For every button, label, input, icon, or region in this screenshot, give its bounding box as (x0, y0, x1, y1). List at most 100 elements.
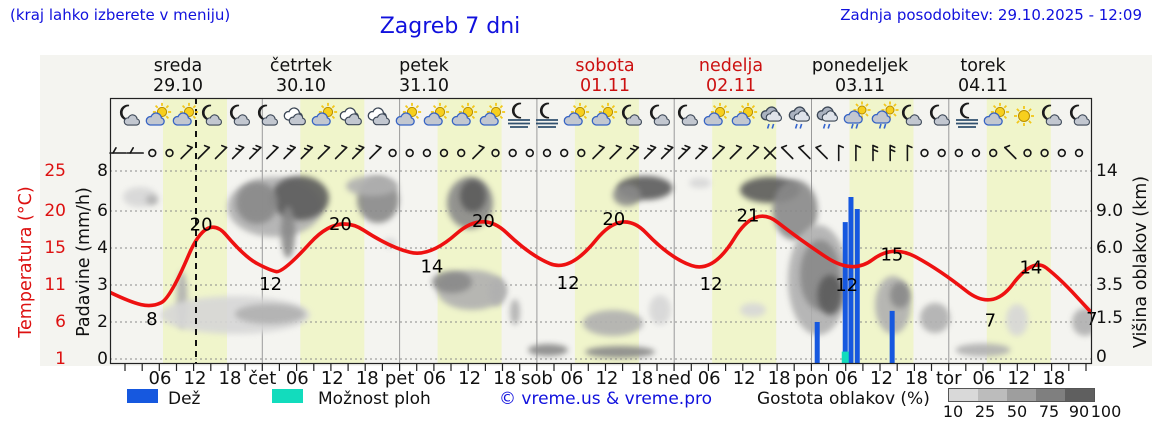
cloud-blob (585, 346, 655, 358)
cover-tick-label: 100 (1090, 402, 1122, 421)
cloud-blob (955, 343, 1011, 357)
weather-icon-sun-rain (843, 101, 871, 129)
day-header-četrtek: četrtek 30.10 (269, 56, 333, 96)
time-tick-12: 12 (1007, 368, 1031, 389)
menu-hint: (kraj lahko izberete v meniju) (10, 6, 231, 24)
cloud-blob (235, 304, 305, 324)
temperature-label: 20 (329, 214, 352, 235)
rain-legend-label: Dež (168, 389, 201, 409)
cloud-blob (649, 295, 671, 325)
rain-bar (889, 310, 895, 364)
cloud-blob (281, 206, 295, 258)
wind-barb (920, 148, 929, 158)
wind-barb (1003, 144, 1017, 160)
temp-tick: 15 (44, 238, 66, 258)
weather-icon-rain-cloud (788, 106, 810, 129)
cloud-blob (236, 182, 278, 224)
temperature-curve (110, 214, 1092, 315)
day-date: 03.11 (834, 76, 886, 96)
cloud-blob (510, 299, 520, 325)
time-tick-18: 18 (493, 368, 517, 389)
cover-tick-label: 75 (1038, 402, 1060, 421)
wind-barb (300, 144, 314, 160)
day-abbr-tick: pet (384, 368, 415, 389)
day-header-ponedeljek: ponedeljek 03.11 (811, 56, 909, 96)
time-tick-06: 06 (285, 368, 309, 389)
day-header-sreda: sreda 29.10 (152, 56, 204, 96)
cloud-blob (1072, 308, 1092, 336)
weather-icon-sun-rain (871, 101, 899, 129)
cover-tick-label: 25 (974, 402, 996, 421)
cloud-blob (817, 275, 843, 315)
wind-barb (542, 148, 552, 158)
weather-icon-moon-cloud (901, 104, 922, 126)
day-abbr-tick: čet (248, 368, 277, 389)
time-tick-12: 12 (183, 368, 207, 389)
day-header-torek: torek 04.11 (957, 56, 1009, 96)
time-tick-06: 06 (560, 368, 584, 389)
wind-barb (763, 146, 777, 160)
wind-barb (660, 144, 674, 160)
precip-tick: 2 (97, 312, 108, 332)
wind-barb (388, 148, 397, 158)
wind-barb (439, 148, 449, 158)
cloud-blob (613, 184, 641, 206)
weather-icon-sun-cloud (311, 102, 338, 126)
cover-tick-label: 10 (942, 402, 964, 421)
wind-barb (126, 146, 145, 154)
time-tick-06: 06 (148, 368, 172, 389)
cloud-blob (460, 180, 486, 212)
cloud-height-tick: 0 (1096, 347, 1107, 367)
cloud-height-tick: 1.5 (1096, 308, 1124, 328)
temp-tick: 6 (55, 312, 66, 332)
time-tick-06: 06 (835, 368, 858, 389)
showers-legend-swatch (272, 389, 303, 403)
temp-tick: 20 (44, 201, 66, 221)
time-tick-06: 06 (423, 368, 447, 389)
precip-axis-title: Padavine (mm/h) (74, 187, 94, 337)
precip-tick: 3 (97, 275, 108, 295)
wind-barb (609, 144, 622, 160)
time-tick-12: 12 (595, 368, 619, 389)
last-update: Zadnja posodobitev: 29.10.2025 - 12:09 (840, 6, 1142, 24)
wind-barb (197, 144, 211, 160)
wind-barb (317, 144, 331, 160)
cloud-blob (271, 176, 329, 220)
day-date: 31.10 (398, 76, 450, 96)
temp-tick: 1 (55, 349, 66, 369)
temperature-label: 21 (737, 206, 760, 227)
cloud-blob (1006, 304, 1028, 336)
cloud-blob (489, 278, 505, 306)
cloud-blob (740, 303, 766, 317)
wind-barb (989, 148, 998, 158)
day-date: 30.10 (275, 76, 327, 96)
cloud-blob (528, 344, 568, 356)
shower-bar (841, 351, 849, 364)
day-date: 02.11 (705, 76, 757, 96)
weather-icon-moon-cloud (621, 104, 642, 126)
cloud-height-tick: 14 (1096, 161, 1118, 181)
weather-icon-moon-cloud (649, 104, 670, 126)
time-tick-06: 06 (972, 368, 996, 389)
time-tick-12: 12 (732, 368, 756, 389)
day-header-sobota: sobota 01.11 (575, 56, 635, 96)
cover-gradient-segment (1007, 389, 1036, 401)
temperature-label: 20 (472, 211, 495, 232)
day-header-petek: petek 31.10 (398, 56, 450, 96)
wind-barb (422, 148, 432, 158)
wind-barb (457, 148, 466, 158)
showers-legend-label: Možnost ploh (318, 389, 431, 409)
precip-tick: 6 (97, 201, 108, 221)
wind-barb (491, 148, 500, 158)
wind-barb (872, 144, 879, 162)
wind-barb (855, 144, 862, 162)
wind-barb (1040, 148, 1049, 158)
day-abbr-tick: ned (657, 368, 692, 389)
cover-tick-label: 50 (1006, 402, 1028, 421)
copyright-link[interactable]: © vreme.us & vreme.pro (499, 389, 713, 409)
time-tick-18: 18 (1042, 368, 1066, 389)
weather-icon-moon-cloud (257, 104, 278, 126)
temperature-label: 14 (420, 256, 443, 277)
wind-barb (1023, 148, 1032, 158)
